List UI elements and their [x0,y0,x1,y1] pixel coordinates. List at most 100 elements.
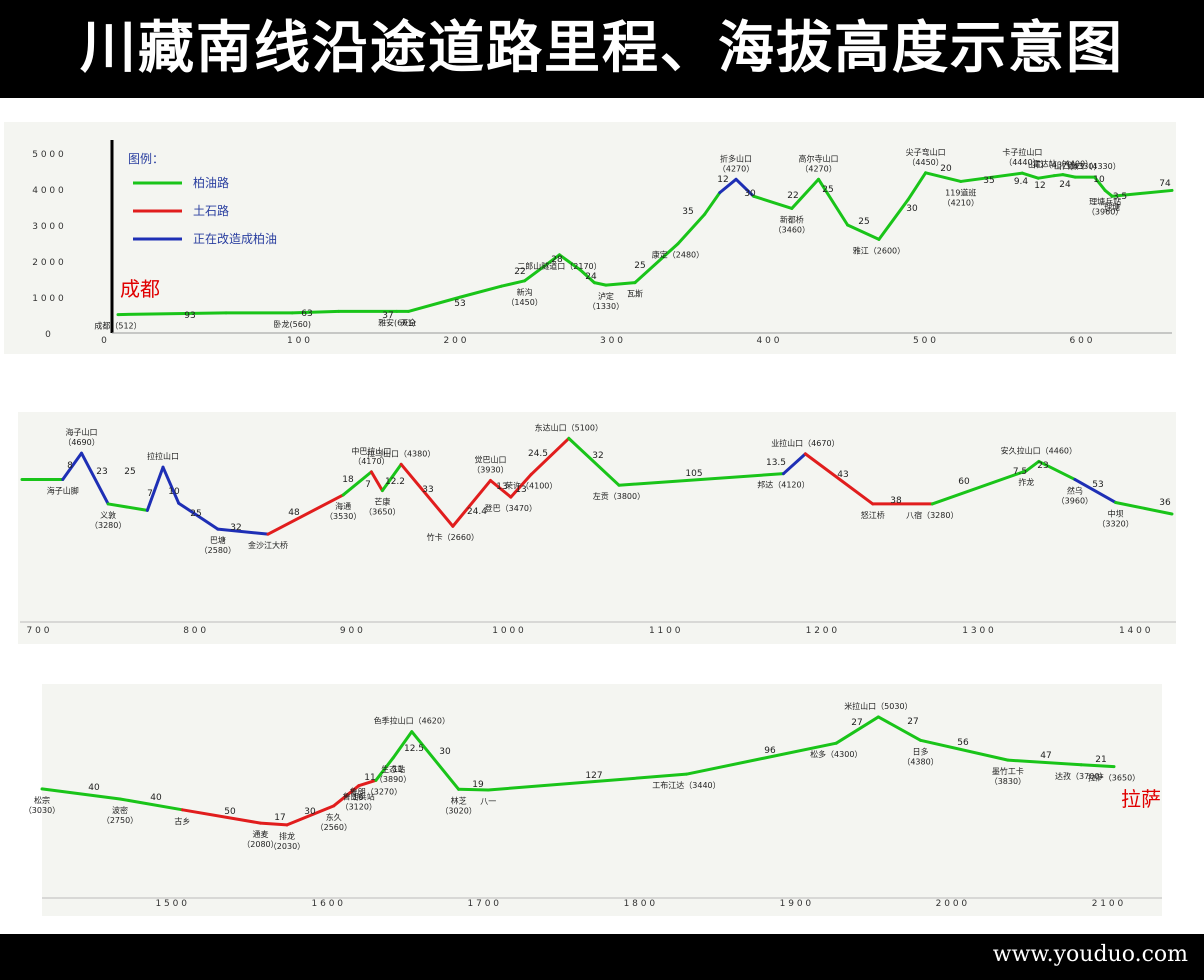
segment-distance-label: 23 [1037,461,1048,471]
segment-distance-label: 10 [168,487,180,497]
place-label: （1450） [506,298,542,307]
profile-segment-3 [486,772,688,792]
footer-bar: www.youduo.com [0,934,1204,980]
segment-distance-label: 25 [858,217,869,227]
start-city-label: 成都 [120,277,160,301]
place-label: 海通 [335,501,351,511]
place-label: （2580） [200,546,236,555]
place-label: （3830） [990,777,1026,786]
x-tick-label: 1 6 0 0 [312,899,344,909]
place-label: 拉拉山口 [147,451,179,461]
x-tick-label: 5 0 0 [913,336,936,346]
x-tick-label: 2 0 0 0 [936,899,968,909]
place-label: 东久 [326,812,342,822]
segment-distance-label: 25 [190,509,201,519]
place-label: （3120） [341,803,377,812]
segment-distance-label: 19 [472,780,484,790]
place-label: 墨竹工卡 [992,766,1024,776]
segment-distance-label: 13.5 [766,458,786,468]
profile-segment-1 [290,309,341,315]
place-label: （3960） [1057,496,1093,505]
segment-distance-label: 21 [1095,755,1106,765]
profile-segment-3 [410,730,461,791]
x-tick-label: 1 4 0 0 [1119,626,1151,636]
profile-segment-3 [684,741,838,776]
place-label: 芒康 [374,497,390,507]
profile-segment-1 [523,253,561,283]
place-label: 荣许（4100） [505,480,557,490]
profile-segment-2 [266,493,345,536]
profile-segment-3 [40,787,122,801]
segment-distance-label: 25 [822,185,833,195]
place-label: （3930） [472,466,508,475]
segment-distance-label: 9.4 [1014,177,1029,187]
profile-segment-1 [1110,188,1174,198]
place-label: 日多 [913,746,929,756]
place-label: （4380） [902,757,938,766]
place-label: 康定（2480） [652,250,704,260]
profile-segment-2 [341,470,373,497]
place-label: 高尔寺山口 [799,153,839,163]
profile-segment-1 [1103,188,1114,198]
place-label: （3530） [325,512,361,521]
end-city-label: 拉萨 [1121,787,1161,811]
place-label: 瓦斯 [627,289,643,299]
place-label: 雅安(601) [378,317,416,327]
legend-title: 图例： [128,152,164,166]
profile-segment-3 [180,808,262,825]
place-label: 雅江（2600） [853,245,905,255]
x-tick-label: 1 0 0 [287,336,310,346]
place-label: 二郎山隧道口（2170） [517,261,601,271]
profile-segment-1 [790,177,821,210]
legend-label-0: 柏油路 [193,175,229,190]
place-label: 金沙江大桥 [248,540,288,550]
place-label: （4270） [800,164,836,173]
segment-distance-label: 30 [744,189,756,199]
segment-distance-label: 30 [906,204,918,214]
place-label: 拃龙 [1018,477,1034,487]
segment-distance-label: 74 [1159,179,1171,189]
x-tick-label: 8 0 0 [183,626,206,636]
segment-distance-label: 35 [983,176,994,186]
y-tick-label: 0 [45,330,51,340]
place-label: 海子山脚 [47,485,79,495]
place-label: （3030） [24,806,60,815]
segment-distance-label: 53 [454,299,465,309]
profile-segment-2 [161,465,181,505]
place-label: 泸定 [598,291,614,301]
place-label: 然乌 [1067,485,1083,495]
profile-segment-1 [877,198,910,241]
profile-segment-2 [451,479,492,528]
x-tick-label: 1 8 0 0 [624,899,656,909]
profile-segment-1 [578,268,596,285]
profile-segment-2 [1073,477,1118,504]
segment-distance-label: 60 [958,477,970,487]
place-label: 巴塘 [210,535,226,545]
place-label: 登巴（3470） [485,503,537,513]
place-label: 古乡 [174,816,190,826]
place-label: 中坝 [1108,508,1124,518]
place-label: 生态站 [381,764,405,774]
segment-distance-label: 18 [342,475,354,485]
profile-segment-2 [617,472,785,487]
x-tick-label: 1 7 0 0 [468,899,500,909]
place-label: 理塘兵站 [1089,196,1121,206]
place-label: 怒江桥 [861,510,885,520]
place-label: 色季拉山口（4620） [374,716,450,726]
segment-distance-label: 37 [382,311,393,321]
profile-segment-2 [1114,500,1174,516]
place-label: 义敦 [100,510,116,520]
segment-distance-label: 30 [304,807,316,817]
place-label: （3020） [440,806,476,815]
profile-segment-3 [1006,758,1083,767]
profile-segment-2 [567,436,621,487]
segment-distance-label: 25 [634,261,645,271]
place-label: （3280） [90,521,126,530]
segment-distance-label: 27 [907,717,918,727]
place-label: 拉乌山口（4380） [367,448,435,458]
segment-distance-label: 24 [1059,180,1071,190]
profile-segment-1 [1093,175,1107,192]
place-label: 东达山口（5100） [535,422,603,432]
segment-distance-label: 20 [940,164,952,174]
place-label: （3960） [1087,207,1123,216]
